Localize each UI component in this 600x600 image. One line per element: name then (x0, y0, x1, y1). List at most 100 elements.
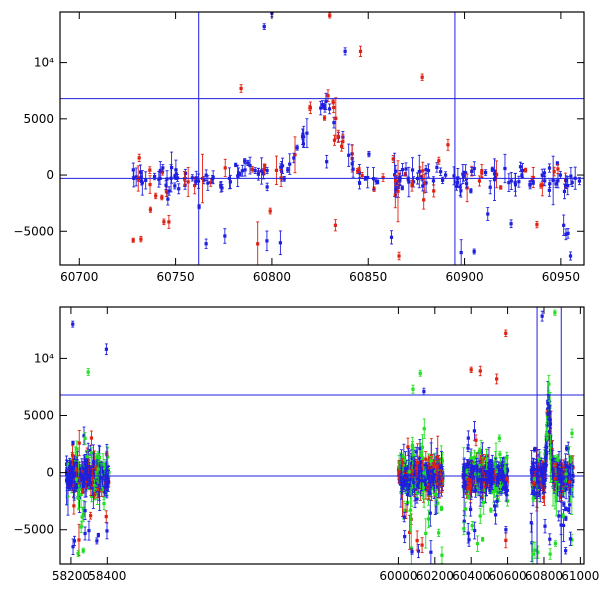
y-tick-label: 10⁴ (34, 351, 54, 365)
data-point (435, 459, 439, 474)
data-point (461, 170, 466, 182)
data-point (206, 175, 210, 191)
bottom-data-points (64, 309, 575, 564)
data-point (463, 501, 468, 517)
data-point (427, 509, 431, 529)
data-point (420, 537, 424, 553)
data-point (391, 154, 395, 163)
data-point (322, 115, 327, 121)
data-point (565, 464, 569, 469)
data-point (89, 511, 93, 520)
data-point (397, 459, 401, 484)
data-point (466, 494, 470, 500)
data-point (219, 181, 223, 189)
data-point (568, 251, 573, 261)
data-point (325, 154, 329, 169)
data-point (461, 164, 465, 185)
data-point (293, 136, 297, 174)
data-point (567, 507, 571, 513)
data-point (96, 532, 100, 538)
data-point (428, 499, 432, 527)
data-point (167, 214, 171, 229)
data-point (509, 219, 513, 229)
data-point (148, 206, 153, 213)
data-point (402, 481, 406, 490)
data-point (504, 532, 508, 549)
data-point (486, 207, 490, 221)
data-point (446, 138, 450, 151)
data-point (410, 179, 414, 187)
data-point (331, 99, 335, 105)
data-point (138, 164, 143, 180)
data-point (561, 513, 565, 519)
data-point (564, 547, 568, 555)
data-point (86, 368, 90, 377)
data-point (305, 118, 309, 149)
x-tick-label: 61000 (561, 569, 599, 583)
data-point (422, 418, 426, 439)
data-point (543, 519, 547, 534)
data-point (424, 173, 428, 193)
data-point (420, 73, 424, 81)
data-point (131, 162, 135, 178)
data-point (402, 511, 406, 523)
y-tick-label: −5000 (13, 523, 54, 537)
data-point (83, 473, 87, 485)
data-point (80, 488, 85, 494)
x-tick-label: 60200 (416, 569, 454, 583)
data-point (555, 161, 559, 166)
data-point (160, 194, 164, 201)
data-point (134, 167, 138, 187)
data-point (98, 466, 102, 490)
data-point (403, 530, 407, 544)
data-point (423, 462, 428, 469)
data-point (548, 533, 552, 546)
data-point (77, 477, 81, 485)
data-point (459, 239, 463, 265)
data-point (95, 537, 99, 545)
data-point (398, 175, 402, 186)
x-tick-label: 60000 (379, 569, 417, 583)
data-point (381, 173, 385, 182)
data-point (83, 431, 87, 445)
data-point (144, 171, 148, 190)
data-point (302, 125, 306, 148)
data-point (148, 166, 152, 174)
data-point (292, 152, 296, 164)
data-point (564, 175, 568, 185)
data-point (427, 490, 432, 496)
data-point (429, 540, 433, 564)
data-point (89, 447, 93, 459)
data-point (77, 429, 81, 457)
data-point (288, 153, 292, 175)
x-tick-label: 60800 (253, 270, 291, 284)
data-point (104, 510, 108, 523)
data-point (426, 163, 431, 178)
data-point (556, 456, 560, 463)
data-point (367, 151, 371, 158)
data-point (407, 166, 411, 198)
top-y-axis: −5000 0 5000 10⁴ (13, 56, 584, 238)
data-point (480, 163, 484, 178)
data-point (396, 160, 400, 223)
data-point (323, 104, 327, 113)
data-point (103, 477, 107, 497)
data-point (104, 343, 108, 356)
data-point (328, 12, 332, 19)
x-tick-label: 60950 (542, 270, 580, 284)
data-point (400, 477, 404, 495)
top-reference-lines (60, 12, 584, 265)
data-point (161, 164, 165, 172)
data-point (328, 103, 332, 115)
data-point (83, 501, 87, 521)
data-point (528, 180, 532, 190)
data-point (223, 158, 227, 177)
data-point (263, 163, 267, 168)
data-point (211, 170, 215, 185)
data-point (194, 178, 198, 185)
data-point (422, 387, 426, 396)
data-point (437, 528, 441, 537)
y-tick-label: 0 (46, 168, 54, 182)
data-point (394, 174, 398, 186)
